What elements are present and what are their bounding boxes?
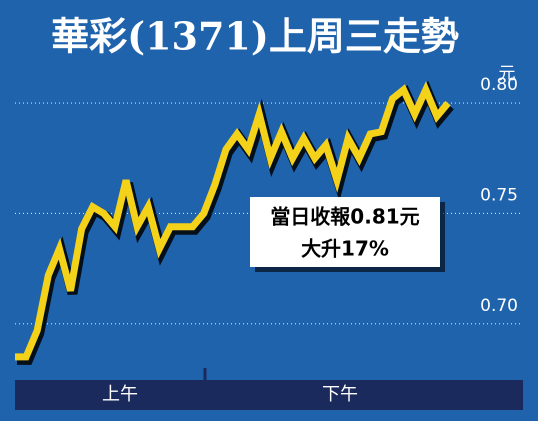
annotation-box: [250, 197, 440, 267]
y-tick-label: 0.70: [480, 296, 518, 316]
y-tick-label: 0.75: [480, 185, 518, 205]
y-unit: 元: [499, 64, 516, 84]
chart-title: 華彩(1371)上周三走勢: [51, 14, 459, 59]
annotation-text: 大升17%: [301, 237, 389, 261]
line: [15, 81, 451, 361]
x-axis-band: [15, 380, 523, 410]
session-label: 上午: [102, 384, 138, 405]
session-label: 下午: [322, 384, 358, 405]
annotation-text: 當日收報0.81元: [270, 205, 419, 229]
y-tick-label: 0.80: [480, 75, 518, 95]
